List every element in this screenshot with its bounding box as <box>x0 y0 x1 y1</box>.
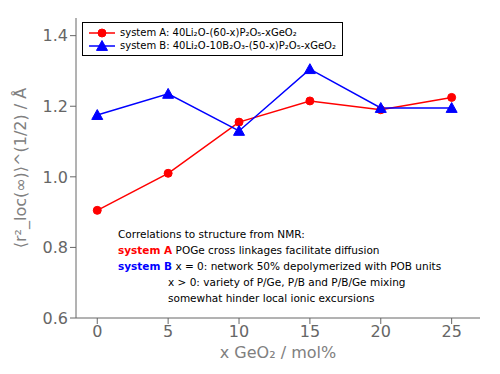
svg-text:5: 5 <box>163 322 173 341</box>
svg-text:20: 20 <box>371 322 391 341</box>
svg-text:25: 25 <box>441 322 461 341</box>
svg-text:0.8: 0.8 <box>43 238 68 257</box>
svg-text:10: 10 <box>229 322 249 341</box>
html-text:x > 0: variety of P/Ge, P/B an: x > 0: variety of P/Ge, P/B and P/B/Ge m… <box>168 276 406 288</box>
html-text:system B: 40Li₂O-10B₂O₃-(50-x): system B: 40Li₂O-10B₂O₃-(50-x)P₂O₅-xGeO₂ <box>120 40 336 51</box>
svg-text:1.4: 1.4 <box>43 26 68 45</box>
html-text:somewhat hinder local ionic ex: somewhat hinder local ionic excursions <box>168 292 375 304</box>
svg-text:0.6: 0.6 <box>43 309 68 328</box>
svg-text:15: 15 <box>300 322 320 341</box>
svg-text:1.2: 1.2 <box>43 97 68 116</box>
svg-text:⟨r²_loc(∞)⟩^(1/2) / Å: ⟨r²_loc(∞)⟩^(1/2) / Å <box>11 88 31 249</box>
svg-text:1.0: 1.0 <box>43 168 68 187</box>
svg-text:0: 0 <box>92 322 102 341</box>
svg-text:x GeO₂ / mol%: x GeO₂ / mol% <box>220 343 336 362</box>
html-text:Correlations to structure from: Correlations to structure from NMR: <box>118 228 305 240</box>
html-text:system A: 40Li₂O-(60-x)P₂O₅-xG: system A: 40Li₂O-(60-x)P₂O₅-xGeO₂ <box>120 27 297 38</box>
html-text:system A POGe cross linkages f: system A POGe cross linkages facilitate … <box>118 244 380 256</box>
html-text:system B x = 0: network 50% de: system B x = 0: network 50% depolymerize… <box>118 260 442 272</box>
